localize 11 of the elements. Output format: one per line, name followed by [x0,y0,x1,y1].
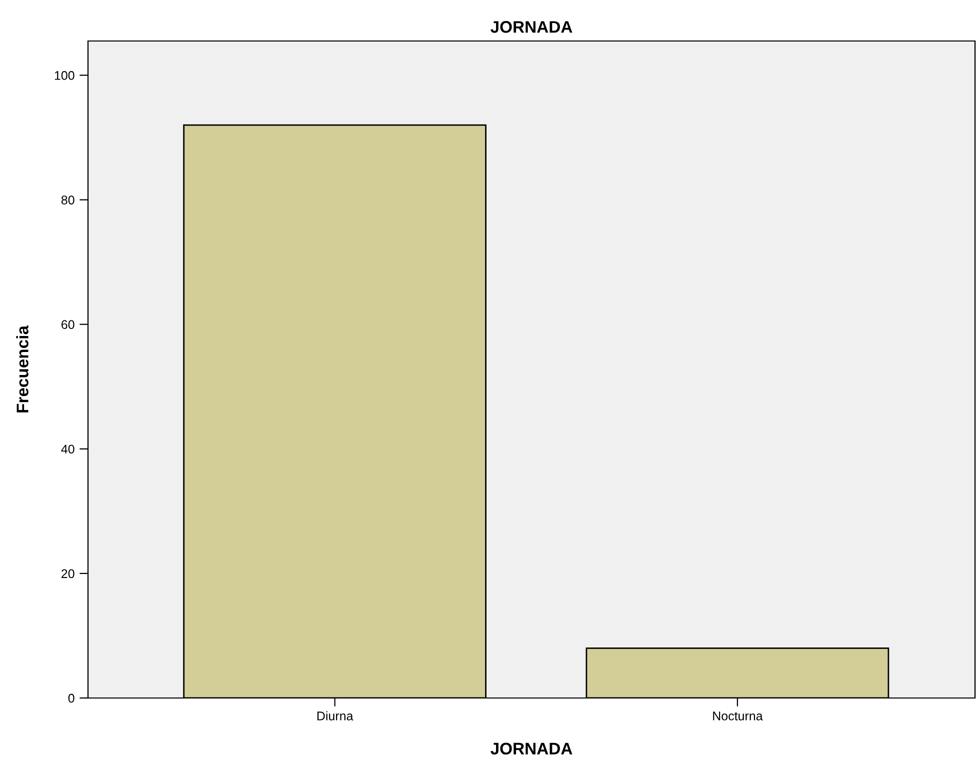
x-tick-label: Nocturna [713,712,763,720]
y-tick-label: 80 [61,196,74,204]
y-tick-label: 20 [62,569,74,578]
y-tick-label: 100 [54,71,74,80]
y-axis-title: Frecuencia [16,325,28,412]
y-tick-label: 40 [61,444,74,454]
y-tick-label: 0 [68,694,74,703]
y-tick-label: 60 [62,320,74,330]
x-axis-title: JORNADA [490,742,572,755]
x-tick-label: Diurna [317,711,354,720]
chart-title: JORNADA [490,21,572,33]
